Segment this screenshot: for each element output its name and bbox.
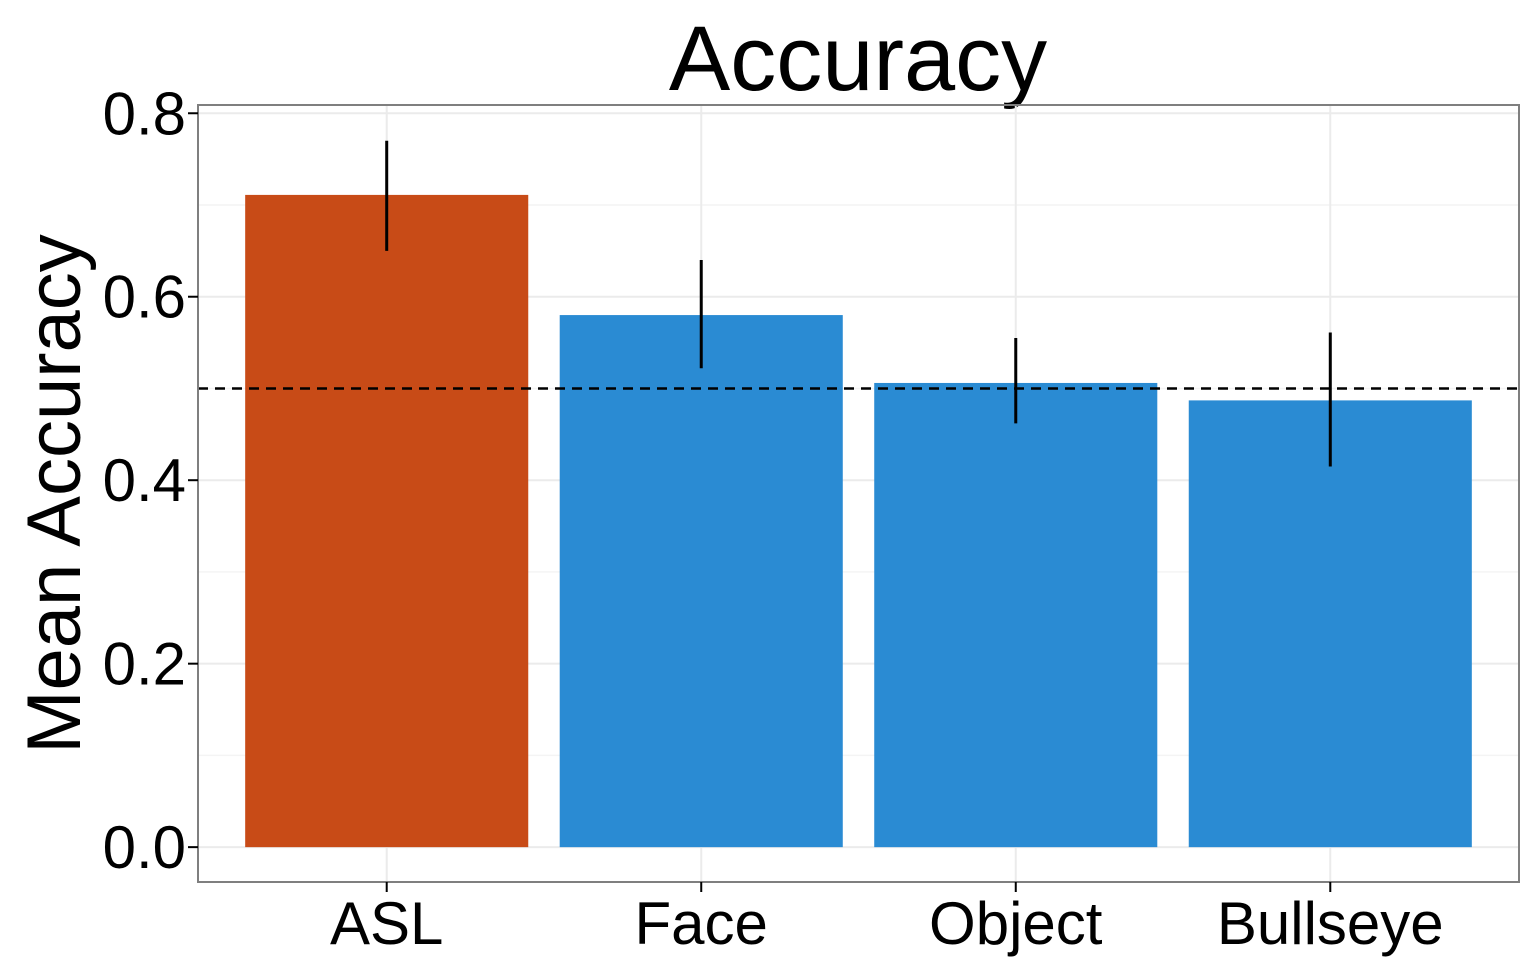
- y-axis-label: Mean Accuracy: [12, 234, 97, 754]
- x-tick-label-bullseye: Bullseye: [1217, 890, 1444, 957]
- bar-object: [874, 382, 1158, 848]
- y-tick-label: 0.2: [103, 631, 186, 698]
- bars: [245, 194, 1472, 848]
- y-tick-label: 0.0: [103, 814, 186, 881]
- error-bars: [385, 140, 1332, 467]
- x-tick-label-object: Object: [929, 890, 1103, 957]
- plot-panel-border: [197, 104, 1520, 883]
- x-tick-label-asl: ASL: [330, 890, 443, 957]
- y-axis-ticks: 0.0 0.2 0.4 0.6 0.8: [103, 80, 198, 881]
- bar-face: [559, 315, 843, 848]
- x-tick-label-face: Face: [635, 890, 768, 957]
- bar-bullseye: [1188, 400, 1472, 848]
- x-axis-ticks: ASL Face Object Bullseye: [330, 882, 1444, 957]
- y-tick-label: 0.8: [103, 80, 186, 147]
- chart-title: Accuracy: [669, 8, 1047, 110]
- y-tick-label: 0.4: [103, 447, 186, 514]
- bar-asl: [245, 194, 529, 848]
- y-tick-label: 0.6: [103, 264, 186, 331]
